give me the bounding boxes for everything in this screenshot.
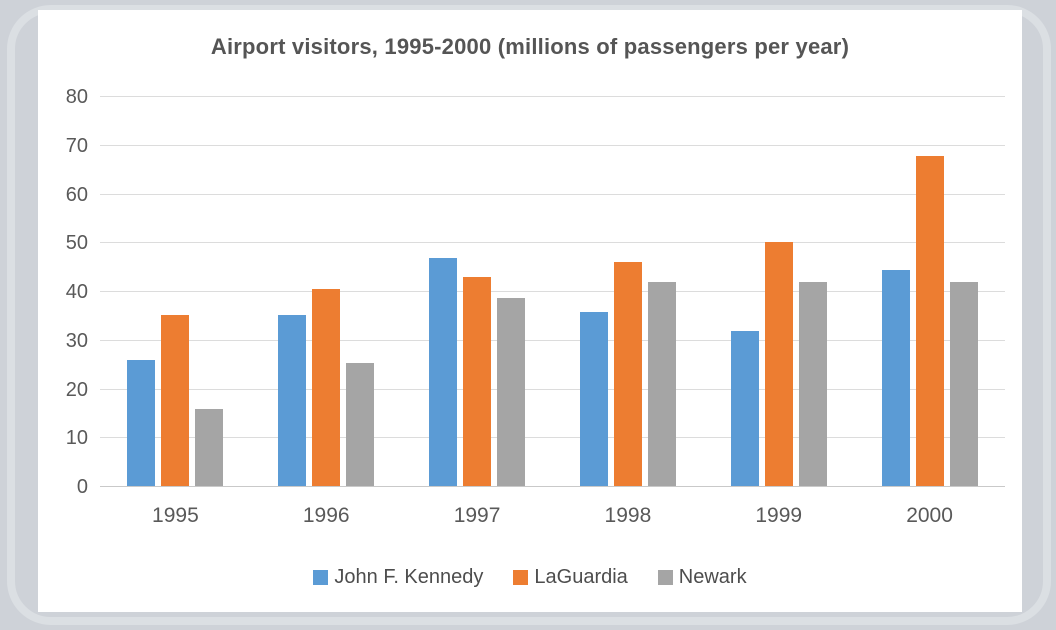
bar-laguardia-1999: [764, 242, 793, 487]
chart-title: Airport visitors, 1995-2000 (millions of…: [210, 34, 850, 59]
bar-group-1998: [552, 97, 703, 487]
chart-legend: John F. Kennedy LaGuardia Newark: [38, 566, 1022, 589]
bar-group-1995: [100, 97, 251, 487]
gridline: [100, 144, 1005, 146]
legend-label: John F. Kennedy: [334, 566, 484, 588]
bar-group-1996: [251, 97, 402, 487]
bar-newark-1995: [195, 409, 224, 487]
legend-label: Newark: [678, 566, 747, 588]
gridline: [100, 339, 1005, 341]
x-tick-label: 1999: [755, 504, 803, 527]
legend-swatch-icon: [313, 570, 329, 585]
gridline: [100, 291, 1005, 292]
x-axis-tick-labels: 1995 1996 1997 1998 1999 2000: [100, 504, 1005, 528]
y-tick-label: 10: [65, 427, 88, 450]
bar-group-2000: [854, 97, 1005, 487]
bar-laguardia-1998: [613, 261, 642, 487]
gridline: [100, 437, 1005, 439]
bar-laguardia-1995: [161, 314, 190, 487]
bar-john-f-kennedy-1999: [730, 331, 759, 487]
y-tick-label: 80: [65, 86, 88, 108]
bar-john-f-kennedy-1996: [278, 314, 307, 487]
legend-item-newark: Newark: [657, 566, 747, 589]
bar-laguardia-1997: [463, 277, 492, 487]
bar-john-f-kennedy-1998: [579, 311, 608, 487]
bar-john-f-kennedy-2000: [881, 270, 910, 487]
y-tick-label: 60: [65, 183, 88, 206]
y-axis-tick-labels: 0 10 20 30 40 50 60 70 80: [38, 87, 88, 497]
bar-laguardia-2000: [915, 155, 944, 487]
x-axis-line: [100, 486, 1005, 487]
legend-swatch-icon: [657, 570, 673, 585]
plot-area: [100, 96, 1005, 487]
y-tick-label: 50: [65, 232, 88, 255]
x-tick-label: 1996: [302, 504, 350, 527]
gridline: [100, 388, 1005, 390]
legend-item-laguardia: LaGuardia: [513, 566, 628, 589]
y-tick-label: 20: [65, 378, 88, 401]
x-tick-label: 2000: [906, 504, 953, 527]
chart-card: Airport visitors, 1995-2000 (millions of…: [38, 10, 1022, 612]
x-tick-label: 1997: [453, 504, 501, 527]
bar-newark-2000: [949, 282, 978, 487]
gridline: [100, 96, 1005, 97]
y-tick-label: 30: [65, 329, 88, 352]
gridline: [100, 242, 1005, 244]
rounded-frame-border: [7, 5, 1051, 625]
bar-groups-container: [100, 97, 1005, 487]
y-tick-label: 0: [76, 476, 88, 498]
bar-john-f-kennedy-1995: [127, 360, 156, 487]
bar-laguardia-1996: [312, 289, 341, 487]
gridline: [100, 193, 1005, 195]
bar-group-1999: [703, 97, 854, 487]
bar-newark-1996: [346, 362, 375, 487]
bar-newark-1997: [497, 297, 526, 487]
legend-item-john-f-kennedy: John F. Kennedy: [313, 566, 483, 589]
x-tick-label: 1998: [604, 504, 652, 527]
bar-group-1997: [402, 97, 553, 487]
legend-swatch-icon: [513, 570, 529, 585]
y-tick-label: 70: [65, 134, 88, 157]
bar-newark-1999: [798, 282, 827, 487]
bar-newark-1998: [647, 282, 676, 487]
legend-label: LaGuardia: [534, 566, 628, 588]
x-tick-label: 1995: [152, 504, 199, 527]
y-tick-label: 40: [65, 281, 88, 303]
bar-john-f-kennedy-1997: [429, 257, 458, 487]
